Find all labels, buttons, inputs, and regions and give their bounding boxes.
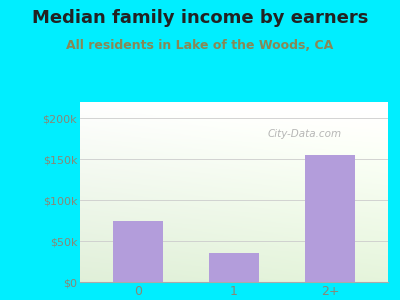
Bar (209, 254, 259, 282)
Bar (113, 220, 163, 282)
Text: City-Data.com: City-Data.com (268, 129, 342, 140)
Text: Median family income by earners: Median family income by earners (32, 9, 368, 27)
Bar (305, 155, 355, 282)
Text: All residents in Lake of the Woods, CA: All residents in Lake of the Woods, CA (66, 39, 334, 52)
